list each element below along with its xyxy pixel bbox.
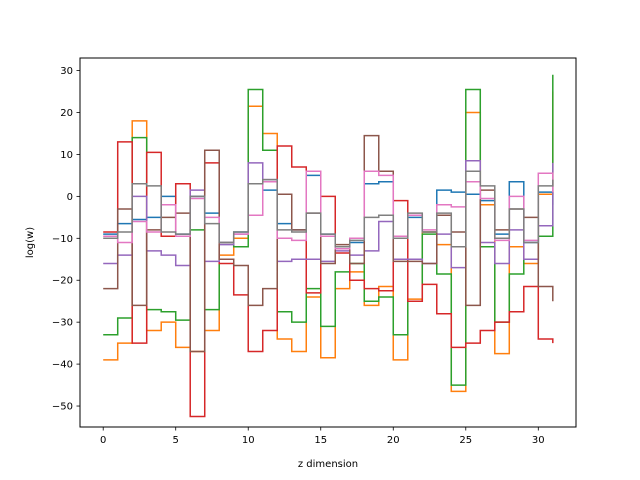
- series-line-6: [103, 134, 554, 353]
- y-tick-label: −10: [52, 234, 73, 245]
- x-tick-label: 15: [314, 435, 327, 446]
- series-line-4: [103, 141, 554, 418]
- x-tick-label: 25: [459, 435, 472, 446]
- plot-frame: [79, 57, 577, 428]
- y-tick-label: 10: [60, 150, 73, 161]
- x-axis-title: z dimension: [298, 459, 358, 470]
- y-axis: −50 −40 −30 −20 −10 0 10 20 30: [52, 66, 80, 413]
- x-axis: 0 5 10 15 20 25 30: [100, 427, 545, 446]
- x-tick-label: 20: [387, 435, 400, 446]
- y-tick-label: 30: [60, 66, 73, 77]
- x-tick-label: 10: [242, 435, 255, 446]
- series-line-8: [103, 170, 554, 248]
- y-tick-label: −20: [52, 276, 73, 287]
- y-tick-label: −50: [52, 402, 73, 413]
- y-axis-title: log(w): [25, 227, 36, 258]
- y-tick-label: −30: [52, 318, 73, 329]
- x-tick-label: 5: [173, 435, 179, 446]
- y-tick-label: 20: [60, 108, 73, 119]
- y-tick-label: 0: [67, 192, 73, 203]
- y-tick-label: −40: [52, 360, 73, 371]
- x-tick-label: 30: [532, 435, 545, 446]
- x-tick-label: 0: [100, 435, 106, 446]
- series-layer: [103, 74, 554, 418]
